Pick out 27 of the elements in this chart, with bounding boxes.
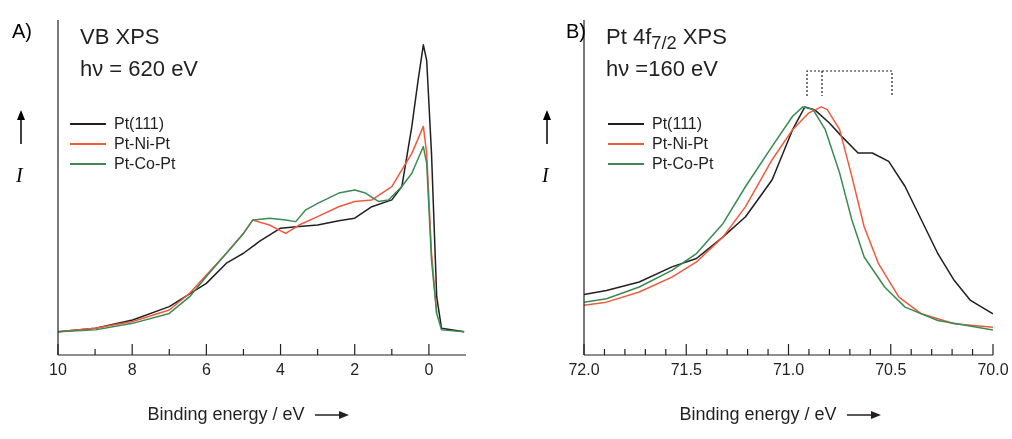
y-axis-title: I [542,164,549,187]
text: hν = 620 eV [80,56,199,82]
legend-label: Pt(111) [114,114,165,134]
x-axis-title: Binding energy / eV [679,404,837,424]
text: B) [566,20,586,43]
text: A) [12,20,32,43]
legend-label: Pt-Co-Pt [652,154,714,174]
chart-title: VB XPS [80,24,160,50]
legend-label: Pt(111) [652,114,703,134]
chart-subtitle: hν =160 eV [606,56,718,82]
x-tick-label: 70.0 [977,361,1009,378]
legend-label: Pt-Ni-Pt [652,134,708,154]
chart-title: Pt 4f$_{7/2}$ XPS [606,24,727,55]
legend-label: Pt-Co-Pt [114,154,176,174]
x-tick-label: 2 [350,361,360,378]
x-tick-label: 4 [276,361,286,378]
x-tick-label: 70.5 [875,361,907,378]
legend-label: Pt-Ni-Pt [114,134,170,154]
x-tick-label: 71.0 [772,361,805,378]
x-tick-label: 10 [49,361,67,378]
x-tick-label: 6 [201,361,211,378]
x-tick-label: 8 [127,361,137,378]
x-tick-label: 0 [424,361,434,378]
y-axis-title: I [16,164,23,187]
x-tick-label: 72.0 [568,361,600,378]
x-tick-label: 71.5 [670,361,702,378]
x-axis-title: Binding energy / eV [147,404,305,424]
